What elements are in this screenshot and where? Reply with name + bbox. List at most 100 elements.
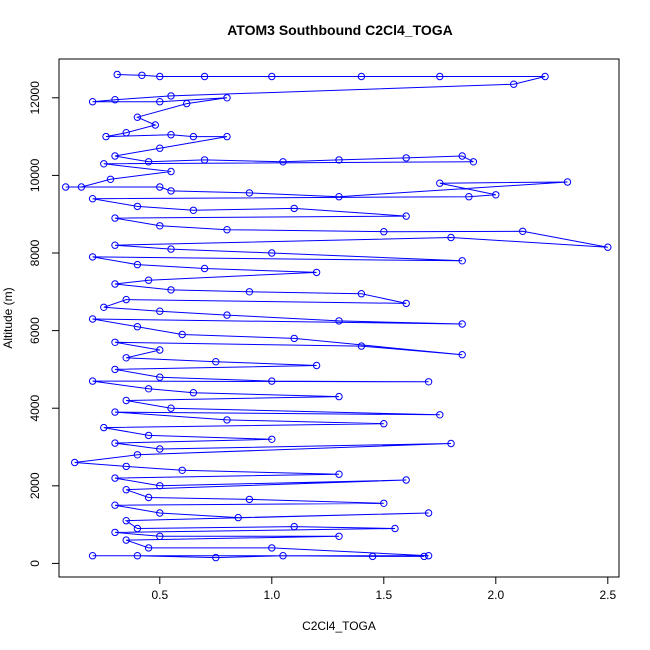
data-point bbox=[111, 439, 119, 447]
data-point bbox=[111, 152, 119, 160]
data-point bbox=[402, 154, 410, 162]
data-point bbox=[268, 544, 276, 552]
data-point bbox=[156, 72, 164, 81]
data-point bbox=[424, 509, 433, 517]
x-tick-label: 1.5 bbox=[375, 588, 392, 602]
data-point bbox=[122, 486, 130, 494]
data-point bbox=[156, 373, 164, 381]
data-point bbox=[156, 482, 164, 490]
data-point bbox=[200, 156, 209, 164]
data-point bbox=[380, 499, 388, 507]
data-point bbox=[113, 70, 121, 79]
data-point bbox=[402, 212, 410, 220]
data-point bbox=[357, 342, 366, 350]
data-point bbox=[111, 241, 119, 249]
data-point bbox=[469, 158, 478, 166]
data-point bbox=[88, 195, 97, 203]
data-point bbox=[335, 392, 343, 401]
data-point bbox=[138, 71, 146, 80]
data-point bbox=[133, 552, 142, 560]
data-point bbox=[156, 183, 164, 191]
data-point bbox=[312, 361, 321, 370]
data-point bbox=[100, 423, 108, 432]
data-point bbox=[335, 317, 343, 325]
data-point bbox=[279, 552, 287, 560]
y-tick-label: 4000 bbox=[28, 395, 42, 422]
data-point bbox=[465, 193, 473, 201]
data-point bbox=[61, 183, 70, 191]
data-point bbox=[458, 257, 466, 265]
data-point bbox=[223, 226, 231, 234]
data-point bbox=[223, 94, 231, 102]
data-point bbox=[223, 311, 231, 319]
data-point bbox=[245, 495, 254, 504]
data-point bbox=[368, 552, 377, 561]
x-tick-label: 0.5 bbox=[151, 588, 168, 602]
data-point bbox=[290, 334, 298, 343]
data-point bbox=[189, 132, 198, 141]
data-point bbox=[71, 458, 79, 467]
data-point bbox=[111, 365, 119, 374]
data-point bbox=[563, 178, 572, 186]
data-point bbox=[212, 358, 220, 366]
y-tick-label: 10000 bbox=[28, 158, 42, 192]
data-point bbox=[290, 204, 298, 213]
y-tick-label: 8000 bbox=[28, 239, 42, 266]
data-point bbox=[458, 152, 466, 160]
data-point bbox=[447, 439, 455, 448]
data-point bbox=[167, 245, 175, 253]
x-tick-label: 1.0 bbox=[263, 588, 280, 602]
data-point bbox=[111, 501, 119, 509]
data-point bbox=[144, 544, 153, 552]
data-point bbox=[268, 435, 276, 443]
data-point bbox=[111, 338, 119, 346]
data-point bbox=[133, 524, 142, 533]
data-point bbox=[133, 451, 142, 459]
data-point bbox=[436, 411, 444, 419]
x-tick-label: 2.0 bbox=[487, 588, 504, 602]
data-point bbox=[88, 98, 97, 106]
data-point bbox=[391, 524, 399, 533]
data-point bbox=[223, 416, 231, 424]
data-point bbox=[167, 131, 175, 139]
data-point bbox=[122, 295, 130, 304]
data-point bbox=[133, 260, 142, 269]
data-point bbox=[245, 288, 254, 296]
data-point bbox=[102, 132, 110, 141]
data-point bbox=[312, 268, 321, 277]
data-point bbox=[133, 323, 142, 331]
data-point bbox=[100, 160, 108, 168]
data-point bbox=[268, 249, 276, 257]
data-point bbox=[156, 98, 164, 106]
data-point bbox=[357, 72, 366, 81]
data-point bbox=[447, 233, 455, 242]
x-axis: 0.5 1.0 1.5 2.0 2.5 bbox=[151, 576, 616, 602]
data-point bbox=[122, 129, 130, 137]
data-point bbox=[156, 222, 164, 230]
data-point bbox=[541, 72, 549, 81]
data-point bbox=[604, 243, 612, 251]
data-point bbox=[88, 552, 97, 560]
data-point bbox=[144, 158, 153, 166]
data-point bbox=[458, 320, 466, 328]
data-point bbox=[88, 315, 97, 323]
data-point bbox=[519, 227, 527, 236]
data-point bbox=[122, 517, 130, 525]
y-axis: 0 2000 4000 6000 8000 10000 12000 bbox=[28, 81, 60, 567]
data-point bbox=[156, 509, 164, 517]
data-point bbox=[223, 132, 231, 141]
data-point bbox=[106, 175, 115, 184]
series-line bbox=[65, 74, 608, 559]
data-point bbox=[167, 92, 175, 100]
data-point bbox=[424, 378, 433, 386]
data-point bbox=[156, 346, 164, 354]
data-point bbox=[178, 330, 186, 339]
data-point bbox=[335, 532, 343, 540]
x-axis-label: C2Cl4_TOGA bbox=[302, 619, 376, 633]
data-point bbox=[357, 290, 366, 298]
data-point bbox=[122, 396, 130, 405]
data-point bbox=[335, 470, 343, 478]
data-point bbox=[212, 553, 220, 562]
data-point bbox=[436, 179, 444, 187]
